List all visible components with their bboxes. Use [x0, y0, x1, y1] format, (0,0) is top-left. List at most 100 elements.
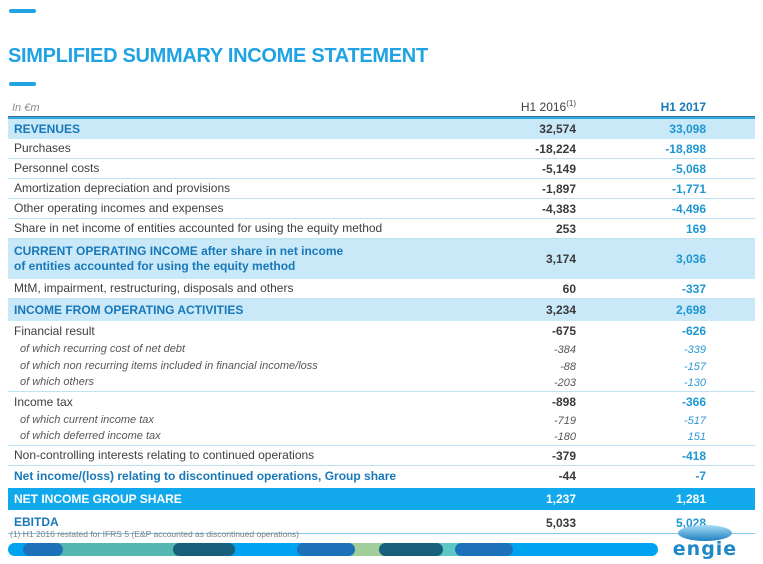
table-row: Amortization depreciation and provisions… [8, 179, 755, 199]
table-row: Share in net income of entities accounte… [8, 219, 755, 239]
table-row: of which non recurring items included in… [8, 358, 755, 375]
row-label-line: Financial result [14, 323, 95, 338]
table-accent-dash [9, 82, 36, 86]
value-h1-2016: 3,174 [545, 252, 576, 266]
row-label: Financial result [8, 324, 456, 339]
table-row: CURRENT OPERATING INCOME after share in … [8, 239, 755, 279]
table-row: MtM, impairment, restructuring, disposal… [8, 279, 755, 299]
value-h1-2016: -1,897 [541, 181, 576, 196]
income-statement-table: In €m H1 2016(1) H1 2017 REVENUES 32,574 3… [8, 96, 755, 534]
top-accent-dash [9, 9, 36, 13]
value-h1-2017: -130 [683, 377, 706, 389]
value-h1-2016: -18,224 [535, 141, 576, 156]
row-label: Amortization depreciation and provisions [8, 181, 456, 196]
table-header-row: In €m H1 2016(1) H1 2017 [8, 96, 755, 117]
value-h1-2016: -203 [553, 377, 576, 389]
value-h1-2016: -898 [551, 395, 576, 409]
table-row: of which current income tax -719 -517 [8, 412, 755, 429]
row-label: NET INCOME GROUP SHARE [8, 492, 456, 507]
value-h1-2016: -4,383 [541, 201, 576, 216]
value-h1-2017: -366 [681, 395, 706, 409]
value-h1-2016: -180 [553, 431, 576, 443]
value-h1-2016: 5,033 [545, 515, 576, 530]
row-label-line: CURRENT OPERATING INCOME after share in … [14, 244, 344, 258]
row-label: REVENUES [8, 122, 456, 137]
row-label-line: Share in net income of entities accounte… [14, 221, 383, 235]
row-label: EBITDA [8, 515, 456, 530]
row-label-line: Non-controlling interests relating to co… [14, 448, 315, 462]
engie-logo-dome [678, 525, 732, 541]
column-header-h1-2016-text: H1 2016 [520, 100, 567, 114]
row-label: INCOME FROM OPERATING ACTIVITIES [8, 303, 456, 318]
table-row: Other operating incomes and expenses -4,3… [8, 199, 755, 219]
row-label-line: Other operating incomes and expenses [14, 201, 224, 215]
row-label: of which current income tax [8, 414, 456, 428]
value-h1-2017: -4,496 [671, 201, 706, 216]
bar-segment [173, 543, 235, 556]
row-label-line: REVENUES [14, 121, 81, 136]
value-h1-2017: 3,036 [675, 252, 706, 266]
value-h1-2016: -719 [553, 414, 576, 427]
engie-logo-text: engie [673, 538, 737, 560]
value-h1-2016: -44 [558, 469, 576, 483]
row-label: Share in net income of entities accounte… [8, 221, 456, 236]
row-label: Personnel costs [8, 161, 456, 176]
bar-segment [54, 543, 182, 556]
row-label-line: of which deferred income tax [20, 430, 161, 443]
table-row: INCOME FROM OPERATING ACTIVITIES 3,234 2,6… [8, 299, 755, 321]
footnote-text: (1) H1 2016 restated for IFRS 5 (E&P acc… [10, 529, 300, 539]
value-h1-2017: 1,281 [675, 492, 706, 506]
value-h1-2016: 60 [562, 281, 576, 296]
value-h1-2016: 1,237 [545, 492, 576, 506]
value-h1-2017: -339 [683, 343, 706, 356]
row-label: Purchases [8, 141, 456, 156]
row-label: CURRENT OPERATING INCOME after share in … [8, 244, 456, 274]
row-label-line: of which current income tax [20, 413, 154, 426]
row-label: Non-controlling interests relating to co… [8, 448, 456, 463]
table-row: of which others -203 -130 [8, 375, 755, 392]
table-row: Non-controlling interests relating to co… [8, 446, 755, 466]
value-h1-2016: -5,149 [541, 161, 576, 176]
row-label-line: MtM, impairment, restructuring, disposal… [14, 281, 294, 295]
row-label-line: NET INCOME GROUP SHARE [14, 491, 182, 506]
value-h1-2016: -675 [551, 324, 576, 338]
row-label-line: Net income/(loss) relating to discontinu… [14, 468, 397, 483]
value-h1-2016: -88 [560, 360, 576, 373]
column-header-h1-2016: H1 2016(1) [456, 99, 576, 114]
bar-segment [346, 543, 388, 556]
engie-logo: engie [673, 525, 737, 560]
value-h1-2017: -517 [683, 414, 706, 427]
table-row: Income tax -898 -366 [8, 392, 755, 412]
value-h1-2017: 151 [687, 431, 706, 443]
value-h1-2016: -379 [551, 448, 576, 463]
value-h1-2017: -418 [681, 448, 706, 463]
row-label-line: Amortization depreciation and provisions [14, 181, 231, 195]
page-title: SIMPLIFIED SUMMARY INCOME STATEMENT [8, 45, 428, 68]
bar-segment [455, 543, 513, 556]
row-label-line: of entities accounted for using the equi… [14, 259, 296, 273]
column-header-h1-2017: H1 2017 [660, 100, 706, 114]
row-label-line: INCOME FROM OPERATING ACTIVITIES [14, 302, 244, 317]
row-label: of which recurring cost of net debt [8, 343, 456, 357]
value-h1-2017: 169 [685, 221, 706, 236]
value-h1-2017: 2,698 [675, 303, 706, 317]
footer-color-bar [8, 543, 658, 556]
row-label-line: Personnel costs [14, 161, 100, 175]
row-label-line: of which non recurring items included in… [20, 359, 318, 372]
row-label: Other operating incomes and expenses [8, 201, 456, 216]
row-label-line: of which recurring cost of net debt [20, 342, 186, 355]
bar-segment [504, 543, 658, 556]
table-row: REVENUES 32,574 33,098 [8, 117, 755, 139]
row-label: of which others [8, 376, 456, 390]
table-row: of which recurring cost of net debt -384 -… [8, 341, 755, 358]
value-h1-2016: 32,574 [539, 122, 576, 136]
table-row: Net income/(loss) relating to discontinu… [8, 466, 755, 486]
bar-segment [226, 543, 306, 556]
unit-label: In €m [12, 102, 40, 114]
value-h1-2017: 33,098 [669, 122, 706, 136]
value-h1-2017: -7 [695, 469, 706, 483]
value-h1-2017: -157 [683, 360, 706, 373]
value-h1-2016: -384 [553, 343, 576, 356]
footnote-marker: (1) [566, 99, 576, 108]
table-row: Financial result -675 -626 [8, 321, 755, 341]
